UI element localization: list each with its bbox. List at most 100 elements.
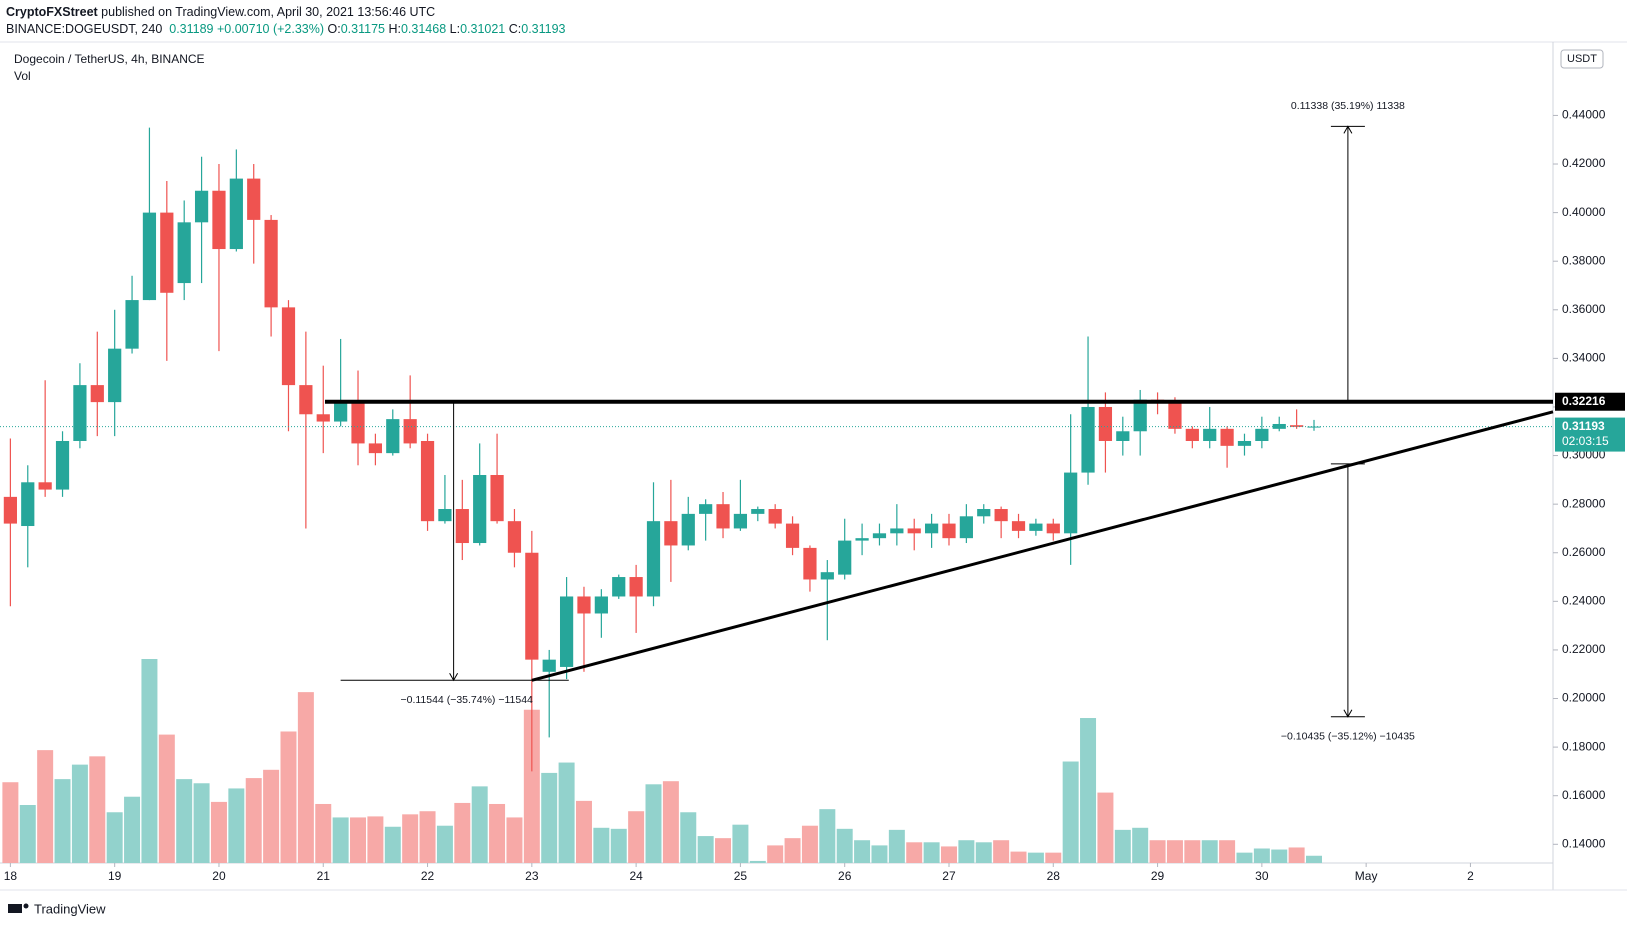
volume-bar: [1027, 852, 1044, 863]
candle-body: [1046, 523, 1060, 534]
candle-body: [247, 178, 261, 220]
last-price-badge: [1555, 417, 1625, 452]
candle-body: [994, 509, 1008, 522]
logo-dot: [23, 903, 29, 909]
volume-bar: [176, 779, 193, 863]
price: 0.31189: [169, 22, 214, 36]
volume-bar: [245, 778, 262, 863]
x-tick-label: 25: [734, 869, 748, 883]
candle-body: [942, 523, 956, 539]
candle-body: [108, 348, 122, 403]
volume-bar: [419, 811, 436, 863]
volume-bar: [1219, 840, 1236, 863]
candle-body: [820, 572, 834, 580]
plot: −0.11544 (−35.74%) −11544 0.11338 (35.19%…: [0, 100, 1554, 863]
candle-body: [925, 523, 939, 534]
volume-bar: [37, 750, 54, 863]
author: CryptoFXStreet: [6, 5, 98, 19]
candle-body: [838, 540, 852, 575]
y-tick-label: 0.28000: [1562, 496, 1606, 510]
x-tick-label: 18: [4, 869, 18, 883]
volume-bar: [975, 842, 992, 863]
volume-bar: [332, 817, 349, 863]
volume-bar: [993, 840, 1010, 863]
x-tick-label: 22: [421, 869, 435, 883]
y-tick-label: 0.16000: [1562, 788, 1606, 802]
volume-bar: [280, 731, 297, 863]
candle-body: [1011, 521, 1026, 531]
publish-line: CryptoFXStreet published on TradingView.…: [6, 4, 566, 21]
candle-body: [594, 596, 608, 614]
x-tick-label: 26: [838, 869, 852, 883]
volume-bar: [350, 817, 367, 863]
candle-body: [785, 523, 800, 548]
volume-bar: [558, 762, 575, 863]
x-tick-label: May: [1355, 869, 1378, 883]
candle-body: [1255, 428, 1269, 441]
resistance-badge: [1555, 392, 1625, 411]
candle-body: [716, 504, 730, 529]
candle-body: [699, 504, 713, 514]
candle-body: [299, 385, 313, 415]
brand-logo: TradingView: [8, 901, 106, 916]
volume-bar: [1253, 848, 1270, 863]
volume-bar: [402, 814, 419, 863]
candle-body: [629, 577, 643, 597]
ohlc-label: O:: [327, 22, 341, 36]
candle-body: [125, 300, 139, 349]
candle-body: [1029, 523, 1043, 531]
y-tick-label: 0.38000: [1562, 253, 1606, 267]
candle-body: [559, 596, 574, 667]
logo-mark: [8, 904, 22, 913]
volume-bar: [506, 817, 523, 863]
candle-body: [1290, 425, 1304, 427]
candle-body: [1237, 440, 1252, 446]
candle-body: [507, 521, 522, 553]
volume-bar: [575, 800, 592, 863]
volume-bar: [819, 809, 836, 863]
candle-body: [1220, 428, 1234, 446]
x-tick-label: 2: [1467, 869, 1474, 883]
volume-bar: [315, 803, 332, 863]
candle-body: [334, 402, 348, 422]
volume-bar: [1184, 840, 1201, 863]
volume-bar: [645, 784, 662, 863]
candle-body: [872, 533, 887, 539]
candle-body: [977, 509, 991, 517]
volume-bar: [471, 786, 488, 863]
volume-bar: [1062, 761, 1079, 863]
volume-bar: [906, 842, 923, 863]
candle-body: [264, 219, 278, 308]
y-tick-label: 0.36000: [1562, 302, 1606, 316]
candle-body: [55, 440, 70, 490]
candle-body: [420, 440, 435, 522]
published: published on TradingView.com, April 30, …: [101, 5, 436, 19]
candle-body: [3, 496, 17, 524]
volume-bar: [124, 796, 141, 863]
volume-bar: [628, 811, 645, 863]
volume-bar: [767, 845, 784, 863]
volume-bar: [89, 756, 106, 863]
volume-bar: [367, 816, 384, 863]
candle-body: [490, 475, 504, 522]
volume-bar: [958, 840, 975, 863]
candle-body: [1098, 406, 1113, 441]
volume-bar: [593, 827, 610, 863]
unit-label: USDT: [1567, 53, 1597, 65]
ohlc-value: 0.31021: [460, 22, 506, 36]
ohlc-label: C:: [508, 22, 522, 36]
volume-bar: [106, 812, 123, 863]
resistance-badge-label: 0.32216: [1562, 394, 1606, 408]
volume-bar: [541, 772, 558, 863]
volume-bar: [263, 769, 280, 863]
volume-bar: [784, 838, 801, 863]
volume-bar: [1097, 792, 1114, 863]
y-tick-label: 0.34000: [1562, 351, 1606, 365]
candle-body: [73, 385, 87, 441]
volume-bar: [1080, 718, 1097, 863]
volume-bar: [158, 734, 175, 863]
candle-body: [438, 509, 452, 522]
volume-bar: [54, 779, 71, 863]
volume-bar: [489, 803, 506, 863]
